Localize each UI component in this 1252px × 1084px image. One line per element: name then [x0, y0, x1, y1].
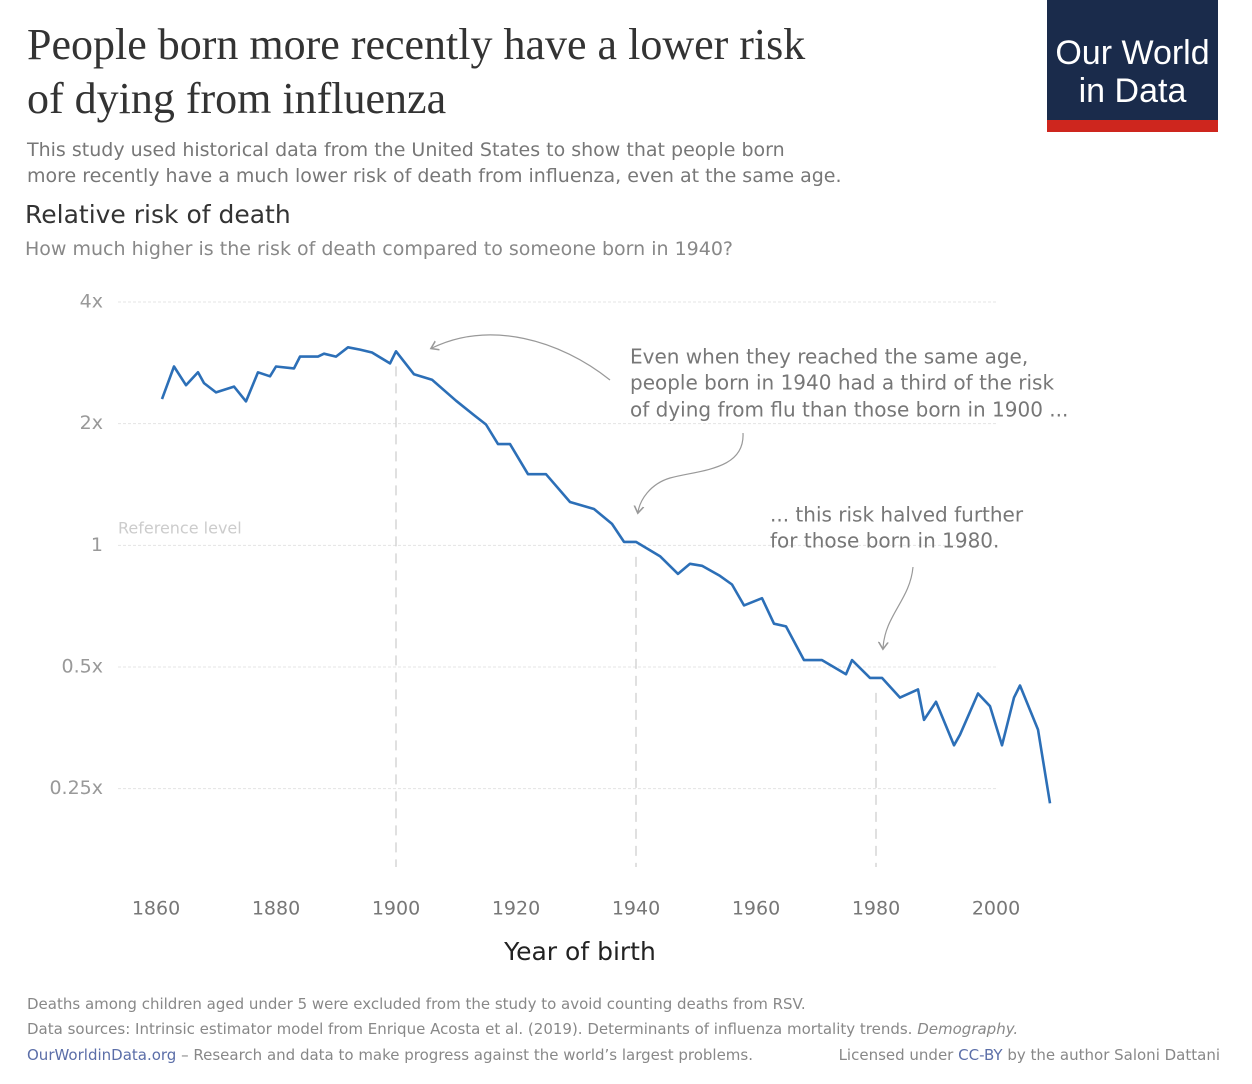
footer-link[interactable]: OurWorldinData.org [27, 1046, 177, 1064]
logo-text: in Data [1078, 72, 1187, 110]
x-tick-label: 1940 [612, 898, 660, 920]
footnote: Deaths among children aged under 5 were … [27, 995, 806, 1013]
sources-line: Data sources: Intrinsic estimator model … [27, 1020, 1018, 1038]
license-suffix: by the author Saloni Dattani [1007, 1046, 1220, 1064]
chart-title: People born more recently have a lower r… [27, 20, 806, 69]
subtitle: more recently have a much lower risk of … [27, 165, 842, 187]
sources-journal: Demography. [917, 1020, 1019, 1038]
reference-label: Reference level [118, 519, 242, 538]
x-tick-label: 1860 [132, 898, 180, 920]
annotation: for those born in 1980. [770, 529, 999, 553]
annotation: ... this risk halved further [770, 503, 1024, 527]
x-tick-label: 2000 [972, 898, 1020, 920]
y-tick-label: 2x [80, 412, 103, 434]
x-tick-label: 1880 [252, 898, 300, 920]
annotation-arrow [432, 334, 611, 381]
y-tick-label: 4x [80, 291, 103, 313]
x-tick-label: 1980 [852, 898, 900, 920]
license-link[interactable]: CC-BY [958, 1046, 1003, 1064]
logo-text: Our World [1055, 34, 1210, 72]
subtitle: This study used historical data from the… [27, 139, 785, 161]
license: Licensed under CC-BY by the author Salon… [839, 1046, 1220, 1064]
chart-title: of dying from influenza [27, 74, 447, 123]
y-tick-label: 0.5x [62, 655, 103, 677]
logo-bar [1047, 120, 1218, 132]
logo[interactable]: Our World in Data [1047, 0, 1218, 120]
y-axis-title: Relative risk of death [25, 200, 291, 229]
data-line [160, 346, 1052, 804]
annotation-arrow [883, 566, 914, 648]
annotation-arrow [638, 432, 744, 512]
footer-text: – Research and data to make progress aga… [181, 1046, 753, 1064]
x-tick-label: 1920 [492, 898, 540, 920]
y-axis-subtitle: How much higher is the risk of death com… [25, 238, 734, 260]
x-tick-label: 1900 [372, 898, 420, 920]
y-tick-label: 0.25x [49, 777, 103, 799]
x-axis-title: Year of birth [503, 937, 656, 966]
footer: OurWorldinData.org – Research and data t… [27, 1046, 753, 1064]
annotation: of dying from flu than those born in 190… [630, 398, 1068, 422]
annotation: people born in 1940 had a third of the r… [630, 371, 1054, 395]
license-prefix: Licensed under [838, 1046, 954, 1064]
x-tick-label: 1960 [732, 898, 780, 920]
y-tick-label: 1 [91, 534, 103, 556]
sources: Data sources: Intrinsic estimator model … [27, 1020, 913, 1038]
annotation: Even when they reached the same age, [630, 345, 1028, 369]
